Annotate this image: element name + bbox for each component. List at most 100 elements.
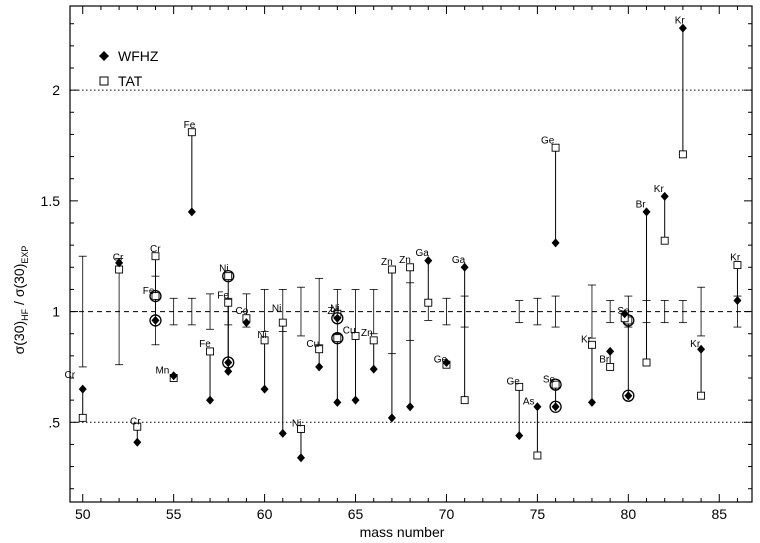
element-label: Ge xyxy=(506,377,520,388)
wfhz-point xyxy=(678,23,687,33)
element-label: Zn xyxy=(399,255,411,266)
legend-square-marker xyxy=(99,76,109,86)
element-label: Ni xyxy=(257,330,266,341)
element-label: Kr xyxy=(690,339,701,350)
tat-point xyxy=(533,451,542,460)
tat-point xyxy=(297,424,305,433)
element-label: Se xyxy=(617,306,630,317)
element-label: Ga xyxy=(452,255,466,266)
tat-point xyxy=(333,334,342,343)
tat-point xyxy=(151,292,160,301)
tat-point xyxy=(187,128,196,137)
wfhz-point xyxy=(315,362,324,372)
element-label: Zn xyxy=(361,328,373,339)
y-tick-label: .5 xyxy=(48,414,60,430)
element-label: Fe xyxy=(184,120,196,131)
wfhz-point xyxy=(587,397,596,407)
element-label: Br xyxy=(636,200,647,211)
x-tick-label: 80 xyxy=(621,506,637,522)
element-label: Br xyxy=(599,355,610,366)
element-label: Cr xyxy=(130,417,141,428)
tat-point xyxy=(206,347,214,356)
element-label: Ni xyxy=(292,419,301,430)
element-label: Cr xyxy=(113,253,124,264)
wfhz-point xyxy=(406,402,415,412)
wfhz-point xyxy=(660,191,669,201)
x-tick-label: 70 xyxy=(439,506,455,522)
tat-point xyxy=(551,380,560,389)
element-label: Zn xyxy=(327,306,339,317)
element-label: As xyxy=(523,397,535,408)
x-tick-label: 75 xyxy=(530,506,546,522)
tat-point xyxy=(260,336,269,345)
element-label: Ni xyxy=(272,304,281,315)
tat-point xyxy=(660,236,669,245)
tat-point xyxy=(406,263,415,272)
axis-ticks: 50 55 60 65 70 75 80 85 .5 1 1.5 2 xyxy=(41,6,752,522)
x-tick-label: 85 xyxy=(711,506,727,522)
y-axis-title: σ(30)HF / σ(30)EXP xyxy=(11,246,30,355)
tat-point xyxy=(588,340,596,349)
wfhz-point xyxy=(551,238,560,248)
tat-point xyxy=(551,143,560,152)
tat-point xyxy=(133,422,142,431)
wfhz-point xyxy=(551,402,560,412)
element-label: Kr xyxy=(581,335,592,346)
wfhz-point xyxy=(442,358,451,367)
wfhz-point xyxy=(151,315,160,325)
element-label: Ni xyxy=(219,264,228,275)
tat-point xyxy=(678,150,687,159)
element-label: Kr xyxy=(730,253,741,264)
highlight-circle xyxy=(549,378,562,391)
x-tick-label: 55 xyxy=(166,506,182,522)
x-tick-label: 65 xyxy=(348,506,364,522)
tat-point xyxy=(224,272,233,281)
tat-point xyxy=(315,345,324,354)
tat-point xyxy=(351,331,360,340)
element-label: Mn xyxy=(155,366,169,377)
element-label: Fe xyxy=(143,286,155,297)
wfhz-point xyxy=(260,384,269,394)
tat-point xyxy=(151,252,160,261)
tat-point xyxy=(733,261,742,270)
wfhz-point xyxy=(620,309,629,319)
wfhz-point xyxy=(369,364,378,374)
tat-point xyxy=(224,298,233,307)
x-tick-label: 60 xyxy=(257,506,273,522)
wfhz-point xyxy=(733,296,742,305)
tat-point xyxy=(78,413,87,422)
element-label: Cu xyxy=(306,339,319,350)
element-label: Kr xyxy=(675,16,686,27)
tat-point xyxy=(278,318,287,327)
highlight-circle xyxy=(331,312,344,325)
element-label: Fe xyxy=(217,290,229,301)
element-label: Fe xyxy=(199,339,211,350)
wfhz-point xyxy=(533,402,542,412)
wfhz-point xyxy=(169,371,178,381)
highlight-circle xyxy=(622,389,635,402)
wfhz-point xyxy=(460,262,469,272)
tat-point xyxy=(642,358,651,367)
tat-point xyxy=(369,336,378,345)
wfhz-point xyxy=(624,391,633,401)
element-label: Ge xyxy=(541,135,555,146)
wfhz-point xyxy=(697,344,706,354)
y-tick-label: 2 xyxy=(52,82,60,98)
wfhz-point xyxy=(387,413,396,423)
tat-point xyxy=(387,265,396,274)
wfhz-point xyxy=(515,431,524,441)
wfhz-point xyxy=(642,207,651,217)
wfhz-point xyxy=(333,313,342,323)
legend-label-wfhz: WFHZ xyxy=(118,48,159,64)
legend-diamond-marker xyxy=(99,51,109,61)
wfhz-point xyxy=(115,258,124,268)
reference-lines xyxy=(70,89,752,423)
legend: WFHZ TAT xyxy=(99,48,159,89)
x-axis-title: mass number xyxy=(360,524,445,540)
tat-point xyxy=(424,298,433,307)
wfhz-point xyxy=(187,207,196,217)
wfhz-point xyxy=(278,428,287,438)
wfhz-point xyxy=(606,346,615,356)
element-label: Ga xyxy=(416,248,430,259)
